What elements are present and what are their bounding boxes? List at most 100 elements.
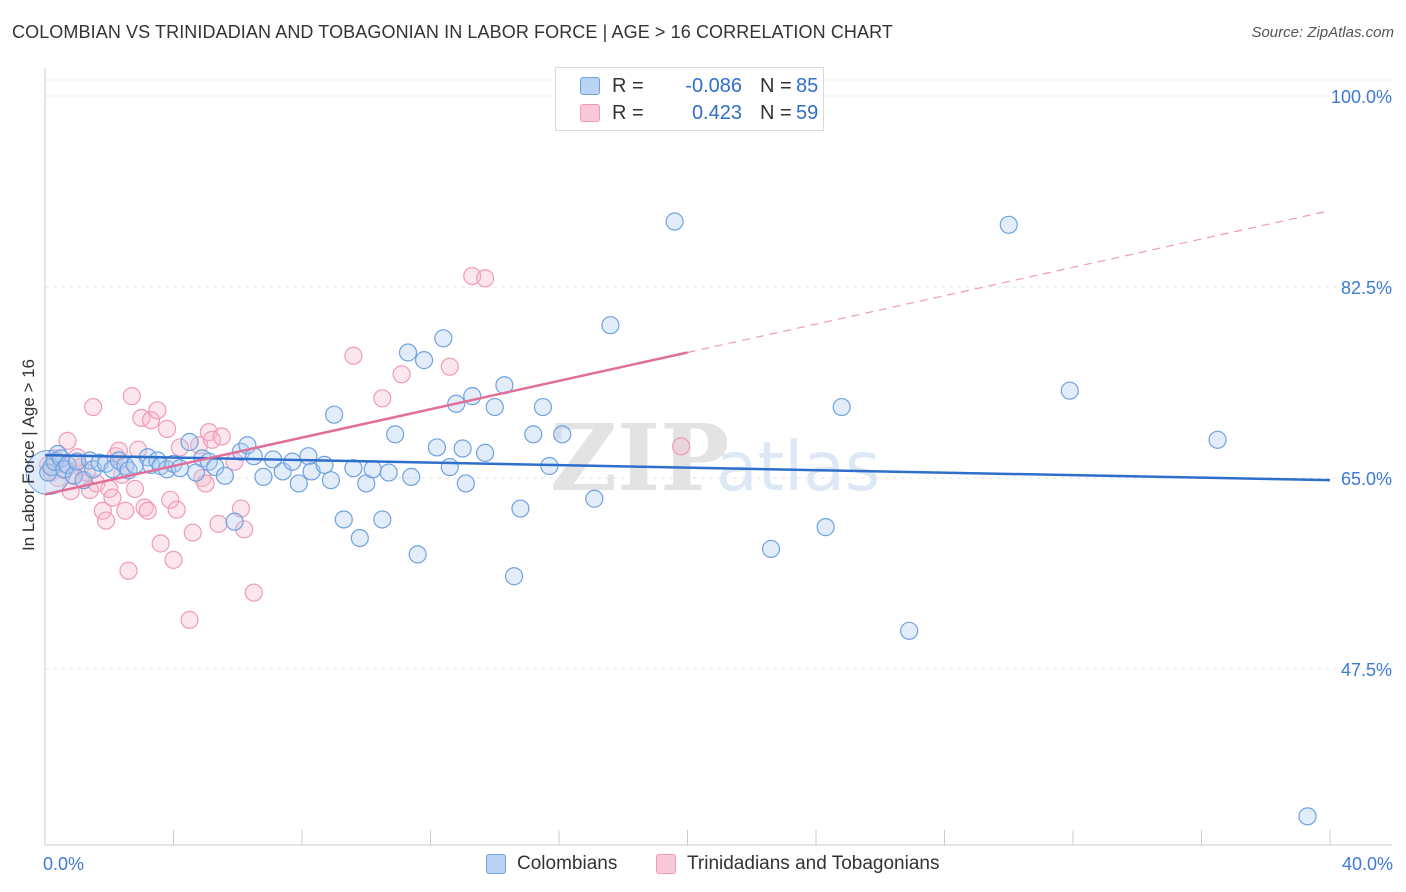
colombian-point (427, 438, 447, 457)
colombian-point (453, 439, 472, 458)
source-label: Source: ZipAtlas.com (1251, 24, 1394, 41)
trinidadian-point (170, 438, 190, 457)
legend-label-trinidadians: Trinidadians and Tobagonians (687, 853, 940, 874)
trinidadian-point (151, 534, 170, 553)
trinidadian-point (161, 490, 180, 509)
trinidadian-point (135, 498, 154, 517)
colombian-point (533, 397, 553, 417)
trinidadian-trend-line (44, 351, 688, 496)
colombian-points (25, 212, 1317, 826)
watermark-zip: ZIP (550, 404, 729, 512)
trinidadian-point (235, 520, 254, 539)
y-axis-label: In Labor Force | Age > 16 (19, 359, 38, 551)
trinidadian-point (671, 437, 691, 456)
colombian-point (511, 499, 530, 518)
trinidadian-point (344, 346, 363, 365)
legend-swatch-trinidadians (580, 104, 600, 122)
trinidadian-point (138, 501, 157, 520)
colombian-point (386, 425, 405, 444)
trinidadian-points (39, 266, 691, 629)
trinidadian-point (183, 523, 202, 542)
colombian-point (379, 463, 398, 482)
trinidadian-point (148, 401, 167, 420)
legend-r-value: -0.086 (685, 75, 742, 97)
trinidadian-point (209, 514, 228, 533)
colombian-point (665, 212, 684, 231)
colombian-point (476, 443, 495, 462)
colombian-point (504, 567, 524, 586)
trinidadian-point (392, 365, 411, 384)
legend-r-label: R = (612, 75, 644, 97)
trinidadian-point (119, 561, 138, 580)
chart-title: COLOMBIAN VS TRINIDADIAN AND TOBAGONIAN … (12, 22, 894, 42)
y-tick-label: 47.5% (1341, 660, 1392, 680)
colombian-point (398, 343, 418, 362)
colombian-point (299, 447, 318, 466)
legend-label-colombians: Colombians (517, 853, 618, 874)
colombian-point (585, 489, 604, 508)
colombian-point (363, 460, 382, 479)
colombian-point (289, 474, 308, 493)
trinidadian-point (167, 500, 186, 519)
trinidadian-point (116, 501, 135, 520)
colombian-point (900, 621, 919, 640)
trinidadian-point (231, 499, 251, 518)
colombian-point (344, 459, 363, 478)
trinidadian-point (58, 431, 77, 450)
trend-lines (44, 210, 1331, 496)
colombian-point (434, 329, 453, 348)
colombian-trend-line (44, 453, 1331, 482)
colombian-point (402, 467, 421, 487)
trinidadian-point (164, 550, 183, 569)
legend-swatch-colombians (580, 77, 600, 95)
colombian-point (999, 215, 1018, 234)
y-tick-label: 100.0% (1331, 87, 1392, 107)
trinidadian-point (244, 583, 263, 602)
colombian-point (180, 432, 199, 452)
colombian-point (440, 457, 459, 477)
colombian-point (408, 545, 427, 564)
trinidadian-point (202, 430, 222, 449)
grid-lines (45, 79, 1392, 670)
trinidadian-trend-extension (687, 210, 1331, 354)
colombian-point (254, 467, 273, 487)
trinidadian-point (373, 389, 392, 408)
trinidadian-point (476, 269, 495, 288)
colombian-point (524, 425, 543, 444)
legend-swatch-trinidadians (656, 854, 676, 874)
colombian-point (1298, 807, 1317, 826)
colombian-point (315, 455, 334, 475)
x-tick-label-max: 40.0% (1342, 854, 1393, 874)
legend-n-value: 85 (796, 75, 819, 97)
colombian-point (485, 397, 504, 417)
legend-r-value: 0.423 (691, 102, 742, 124)
series-legend: Colombians Trinidadians and Tobagonians (0, 852, 1406, 878)
colombian-point (334, 510, 353, 529)
colombian-point (215, 466, 234, 485)
y-tick-label: 65.0% (1341, 469, 1392, 489)
colombian-point (1208, 430, 1227, 449)
y-tick-labels: 47.5% 65.0% 82.5% 100.0% (1331, 87, 1392, 680)
trinidadian-point (180, 610, 199, 629)
legend-r-label: R = (612, 102, 644, 124)
trinidadian-point (157, 419, 177, 438)
colombian-point (283, 452, 302, 471)
x-tick-label-min: 0.0% (43, 854, 84, 874)
trinidadian-point (96, 511, 116, 530)
watermark: ZIP atlas (550, 404, 880, 512)
trinidadian-point (109, 441, 128, 460)
y-tick-label: 82.5% (1341, 278, 1392, 298)
correlation-legend: R = -0.086 N = 85 R = 0.423 N = 59 (555, 67, 824, 131)
trinidadian-point (212, 427, 231, 446)
legend-swatch-colombians (486, 854, 506, 874)
colombian-point (373, 510, 392, 529)
trinidadian-point (141, 411, 161, 430)
colombian-point (832, 397, 851, 417)
colombian-point (414, 351, 434, 370)
colombian-point (350, 528, 369, 548)
trinidadian-point (93, 501, 112, 520)
colombian-point (225, 512, 244, 531)
colombian-point (1060, 381, 1079, 400)
legend-n-label: N = (760, 102, 792, 124)
